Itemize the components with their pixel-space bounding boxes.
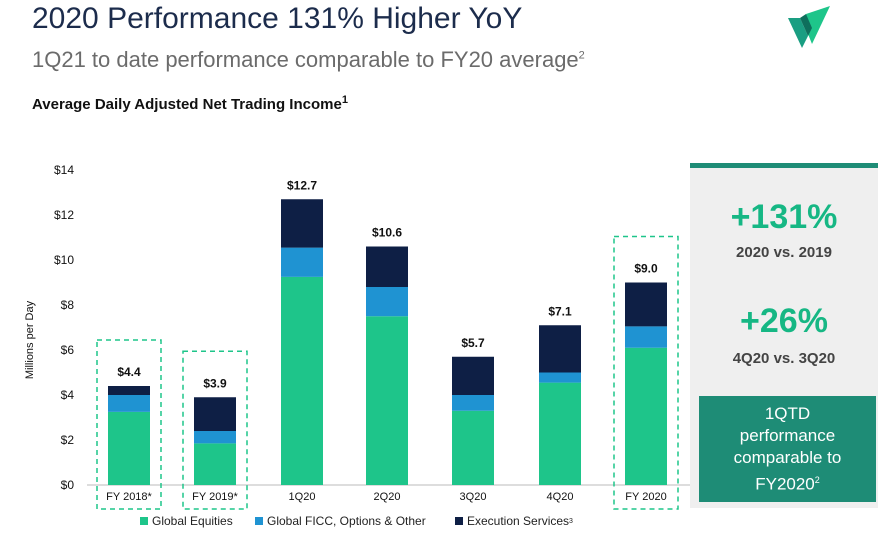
bar-global-equities-2q20 bbox=[366, 316, 408, 485]
logo-left-shape bbox=[788, 18, 808, 48]
total-label-fy-2019: $3.9 bbox=[203, 376, 227, 390]
subtitle-footnote: 2 bbox=[578, 49, 585, 62]
highlight-boxes bbox=[96, 235, 679, 510]
y-tick-label: $0 bbox=[61, 478, 75, 492]
stat-yoy-value: +131% bbox=[730, 198, 838, 236]
bar-global-ficc-options-other-3q20 bbox=[452, 395, 494, 411]
total-label-2q20: $10.6 bbox=[372, 226, 402, 240]
bar-execution-services-4q20 bbox=[539, 325, 581, 373]
bar-series bbox=[108, 199, 667, 485]
bar-global-ficc-options-other-fy-2018 bbox=[108, 395, 150, 412]
stat-yoy-label: 2020 vs. 2019 bbox=[736, 244, 832, 261]
brand-logo-icon bbox=[788, 6, 830, 48]
y-tick-label: $12 bbox=[54, 208, 74, 222]
bar-global-ficc-options-other-fy-2020 bbox=[625, 326, 667, 348]
bar-global-equities-4q20 bbox=[539, 382, 581, 485]
bar-chart: $0 $2 $4 $6 $8 $10 $12 $14 Millions per Day $4.… bbox=[24, 163, 690, 510]
callout-box: 1QTD performance comparable to FY20202 bbox=[699, 396, 876, 502]
bar-execution-services-1q20 bbox=[281, 199, 323, 248]
chart-title-footnote: 1 bbox=[341, 94, 348, 106]
legend-label-execution: Execution Services bbox=[467, 514, 570, 528]
callout-line-4: FY20202 bbox=[699, 469, 876, 496]
callout-line-2: performance bbox=[739, 425, 836, 445]
bar-execution-services-2q20 bbox=[366, 246, 408, 287]
bar-global-equities-3q20 bbox=[452, 410, 494, 485]
legend-swatch-execution bbox=[455, 517, 463, 525]
bar-global-ficc-options-other-4q20 bbox=[539, 372, 581, 383]
y-tick-label: $4 bbox=[61, 388, 75, 402]
bar-global-equities-1q20 bbox=[281, 276, 323, 485]
x-tick-label: 3Q20 bbox=[460, 491, 487, 503]
chart-title: Average Daily Adjusted Net Trading Incom… bbox=[32, 94, 348, 113]
x-axis: FY 2018* FY 2019* 1Q20 2Q20 3Q20 4Q20 FY 2020 bbox=[106, 491, 667, 503]
highlight-box-fy-2018 bbox=[96, 339, 162, 510]
callout-line-4-text: FY2020 bbox=[755, 474, 815, 494]
y-tick-label: $14 bbox=[54, 163, 74, 177]
bar-execution-services-fy-2019 bbox=[194, 397, 236, 431]
subtitle-text: 1Q21 to date performance comparable to F… bbox=[32, 47, 579, 72]
x-tick-label: FY 2020 bbox=[625, 491, 666, 503]
logo-mid-shape bbox=[800, 14, 812, 36]
total-label-3q20: $5.7 bbox=[461, 336, 485, 350]
x-tick-label: 1Q20 bbox=[289, 491, 316, 503]
legend-label-ficc: Global FICC, Options & Other bbox=[267, 514, 426, 528]
legend-footnote: 3 bbox=[569, 517, 573, 525]
data-labels: $4.4 $3.9 $12.7 $10.6 $5.7 $7.1 $9.0 bbox=[117, 178, 658, 390]
legend-item-ficc: Global FICC, Options & Other bbox=[255, 514, 426, 528]
callout-line-1: 1QTD bbox=[764, 403, 811, 423]
x-tick-label: FY 2019* bbox=[192, 491, 238, 503]
legend-label-equities: Global Equities bbox=[152, 514, 233, 528]
callout-footnote: 2 bbox=[814, 474, 820, 485]
legend-swatch-ficc bbox=[255, 517, 263, 525]
bar-execution-services-3q20 bbox=[452, 356, 494, 395]
total-label-4q20: $7.1 bbox=[548, 304, 572, 318]
bar-global-equities-fy-2018 bbox=[108, 411, 150, 485]
total-label-fy-2018: $4.4 bbox=[117, 365, 141, 379]
bar-global-equities-fy-2019 bbox=[194, 443, 236, 485]
page-title: 2020 Performance 131% Higher YoY bbox=[32, 2, 523, 35]
logo-right-shape bbox=[806, 6, 830, 44]
highlight-box-fy-2019 bbox=[182, 350, 248, 510]
bar-execution-services-fy-2020 bbox=[625, 282, 667, 327]
total-label-1q20: $12.7 bbox=[287, 178, 317, 192]
y-axis-label: Millions per Day bbox=[24, 300, 36, 379]
highlight-box-fy-2020 bbox=[613, 235, 679, 510]
legend-item-equities: Global Equities bbox=[140, 514, 233, 528]
page-subtitle: 1Q21 to date performance comparable to F… bbox=[32, 47, 585, 73]
bar-execution-services-fy-2018 bbox=[108, 386, 150, 395]
y-tick-label: $8 bbox=[61, 298, 75, 312]
bar-global-ficc-options-other-fy-2019 bbox=[194, 431, 236, 444]
bar-global-ficc-options-other-1q20 bbox=[281, 247, 323, 277]
stat-qoq-value: +26% bbox=[740, 302, 828, 340]
total-label-fy-2020: $9.0 bbox=[634, 262, 658, 276]
legend-swatch-equities bbox=[140, 517, 148, 525]
x-tick-label: 4Q20 bbox=[547, 491, 574, 503]
bar-global-equities-fy-2020 bbox=[625, 347, 667, 485]
legend-item-execution: Execution Services 3 bbox=[455, 514, 573, 528]
y-tick-label: $6 bbox=[61, 343, 75, 357]
chart-title-text: Average Daily Adjusted Net Trading Incom… bbox=[32, 96, 342, 113]
x-tick-label: FY 2018* bbox=[106, 491, 152, 503]
y-tick-label: $2 bbox=[61, 433, 75, 447]
y-axis: $0 $2 $4 $6 $8 $10 $12 $14 bbox=[54, 163, 74, 492]
bar-global-ficc-options-other-2q20 bbox=[366, 287, 408, 317]
stat-qoq-label: 4Q20 vs. 3Q20 bbox=[732, 350, 836, 367]
x-tick-label: 2Q20 bbox=[374, 491, 401, 503]
y-tick-label: $10 bbox=[54, 253, 74, 267]
callout-line-3: comparable to bbox=[733, 447, 842, 467]
